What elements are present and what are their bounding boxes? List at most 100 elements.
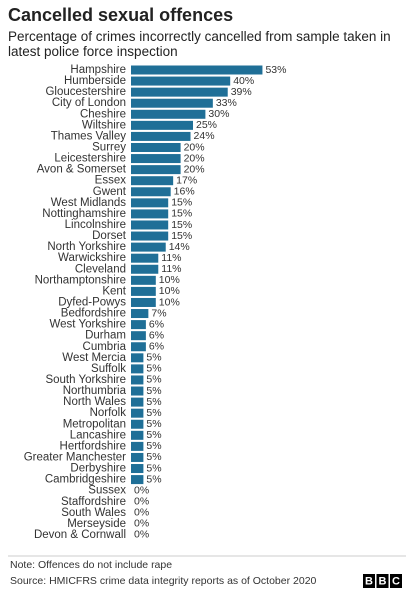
category-label: Kent [102, 285, 126, 297]
bar [131, 419, 144, 429]
logo-letter: C [392, 575, 400, 587]
bar [131, 475, 144, 485]
value-label: 0% [134, 507, 149, 519]
source: Source: HMICFRS crime data integrity rep… [10, 575, 317, 587]
category-label: Gloucestershire [45, 86, 126, 98]
category-label: Warwickshire [58, 252, 126, 264]
bar [131, 441, 144, 451]
category-label: Bedfordshire [61, 308, 126, 320]
category-label: Cleveland [75, 263, 126, 275]
category-label: Sussex [88, 485, 126, 497]
category-label: Cumbria [83, 341, 127, 353]
bar [131, 76, 231, 86]
value-label: 30% [208, 108, 229, 120]
value-label: 11% [161, 263, 181, 275]
category-label: South Yorkshire [45, 374, 126, 386]
value-label: 17% [176, 174, 197, 186]
value-label: 20% [184, 163, 205, 175]
value-label: 6% [149, 329, 164, 341]
category-label: Suffolk [91, 363, 126, 375]
bar [131, 154, 181, 164]
bar [131, 297, 156, 307]
value-label: 40% [233, 75, 254, 87]
value-label: 5% [146, 363, 161, 375]
category-label: North Yorkshire [47, 241, 126, 253]
value-label: 39% [231, 86, 252, 98]
bar [131, 353, 144, 363]
value-label: 53% [265, 64, 286, 76]
category-label: Essex [95, 175, 127, 187]
value-label: 5% [146, 385, 161, 397]
category-label: Cambridgeshire [45, 474, 126, 486]
category-label: Dyfed-Powys [58, 297, 126, 309]
category-label: Devon & Cornwall [34, 529, 126, 541]
category-label: Avon & Somerset [37, 164, 127, 176]
bar [131, 209, 169, 219]
category-label: South Wales [61, 507, 126, 519]
bar [131, 131, 191, 141]
value-label: 24% [194, 130, 215, 142]
value-label: 14% [169, 241, 190, 253]
category-label: North Wales [63, 396, 126, 408]
bar [131, 464, 144, 474]
bar [131, 331, 146, 341]
value-label: 25% [196, 119, 217, 131]
value-label: 0% [134, 484, 149, 496]
logo-box [363, 574, 375, 588]
value-label: 5% [146, 429, 161, 441]
value-label: 5% [146, 462, 161, 474]
bar [131, 220, 169, 230]
bar [131, 65, 263, 75]
category-label: Nottinghamshire [42, 208, 126, 220]
note: Note: Offences do not include rape [10, 559, 172, 571]
logo-box [390, 574, 402, 588]
chart-subtitle: Percentage of crimes incorrectly cancell… [8, 29, 391, 59]
bar [131, 165, 181, 175]
value-label: 10% [159, 296, 180, 308]
bar [131, 264, 159, 274]
category-label: Durham [85, 330, 126, 342]
value-label: 15% [171, 219, 192, 231]
value-label: 16% [174, 186, 195, 198]
category-label: Lancashire [70, 429, 126, 441]
category-label: Lincolnshire [65, 219, 126, 231]
value-label: 15% [171, 208, 192, 220]
category-label: Hertfordshire [60, 440, 126, 452]
bar [131, 364, 144, 374]
bar [131, 187, 171, 197]
category-label: Cheshire [80, 108, 126, 120]
value-label: 0% [134, 518, 149, 530]
value-label: 5% [146, 440, 161, 452]
value-label: 10% [159, 274, 180, 286]
bar [131, 176, 174, 186]
bar [131, 109, 206, 119]
value-label: 0% [134, 529, 149, 541]
value-label: 5% [146, 418, 161, 430]
category-label: Thames Valley [51, 130, 126, 142]
chart-title: Cancelled sexual offences [8, 5, 234, 25]
category-label: City of London [52, 97, 126, 109]
category-label: West Mercia [62, 352, 126, 364]
value-label: 20% [184, 141, 205, 153]
value-label: 5% [146, 473, 161, 485]
bar [131, 309, 149, 319]
bar [131, 286, 156, 296]
category-label: West Midlands [51, 197, 126, 209]
bar [131, 231, 169, 241]
bar [131, 375, 144, 385]
value-label: 5% [146, 374, 161, 386]
bar [131, 275, 156, 285]
bar [131, 98, 213, 108]
value-label: 6% [149, 318, 164, 330]
logo-letter: B [365, 575, 373, 587]
value-label: 0% [134, 496, 149, 508]
bar [131, 320, 146, 330]
bar [131, 430, 144, 440]
category-label: West Yorkshire [50, 319, 127, 331]
category-label: Staffordshire [61, 496, 126, 508]
category-label: Hampshire [70, 64, 126, 76]
value-label: 20% [184, 152, 205, 164]
category-label: Metropolitan [63, 418, 126, 430]
value-label: 15% [171, 230, 192, 242]
